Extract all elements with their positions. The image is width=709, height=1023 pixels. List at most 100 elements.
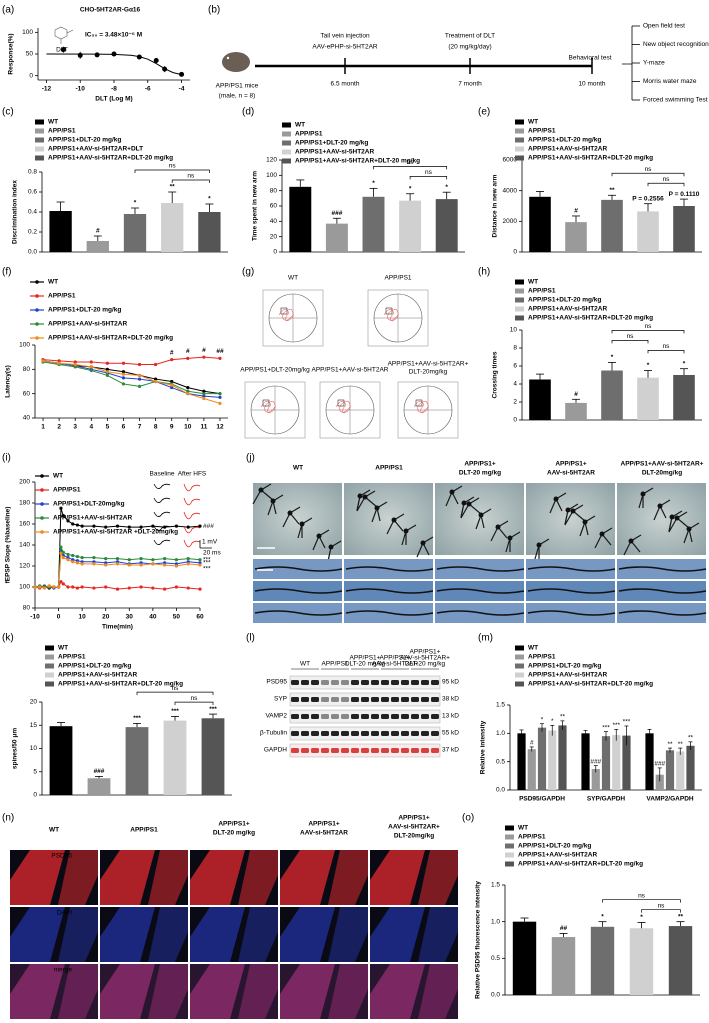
legend-label: WT: [53, 473, 63, 480]
bar: [637, 377, 659, 420]
y-tick-label: 1.0: [496, 730, 505, 737]
marker: [127, 525, 131, 529]
tissue-edge: [418, 850, 458, 905]
bar: [123, 214, 147, 252]
marker: [47, 584, 51, 588]
bar: [86, 241, 109, 252]
inset-label: Baseline: [150, 471, 175, 478]
maze-label: APP/PS1+DLT-20mg/kg: [240, 367, 310, 374]
panel-label: (n): [2, 813, 14, 824]
legend-label: APP/PS1+AAV-si-5HT2AR: [48, 321, 127, 328]
blot-band: [331, 714, 339, 719]
y-tick-label: 50: [26, 51, 34, 58]
marker: [115, 557, 120, 561]
significance-label: P = 0.2556: [632, 195, 664, 202]
y-tick-label: 10: [30, 745, 38, 752]
point: [179, 71, 185, 77]
legend-label: APP/PS1+DLT-20mg/kg: [53, 501, 125, 508]
marker: [186, 525, 190, 529]
marker: [75, 554, 80, 559]
y-tick-label: 40: [270, 218, 278, 225]
significance-label: *: [541, 716, 544, 723]
maze-platform: [262, 399, 270, 407]
legend-swatch: [515, 645, 524, 651]
marker: [80, 562, 84, 566]
bracket: [602, 899, 681, 903]
y-tick-label: 80: [23, 605, 31, 612]
mouse-icon: [222, 52, 250, 72]
test-bracket: [622, 26, 633, 100]
y-axis-label: Latency(s): [5, 365, 12, 398]
bar: [87, 778, 111, 795]
x-tick-label: 60: [196, 614, 204, 621]
blot-band: [401, 680, 409, 685]
tissue: [100, 907, 155, 962]
soma: [674, 515, 680, 521]
significance-label: **: [688, 735, 694, 742]
legend-label: APP/PS1: [48, 128, 76, 135]
x-axis-label: DLT (Log M): [95, 96, 132, 103]
legend-label: APP/PS1+AAV-si-5HT2AR +DLT-20mg/kg: [53, 529, 178, 536]
marker: [115, 587, 120, 591]
marker: [170, 383, 174, 387]
maze-quadrants: [374, 294, 422, 342]
legend-label: APP/PS1+AAV-si-5HT2AR: [528, 306, 607, 313]
blot-band: [351, 680, 359, 685]
significance-label: #: [96, 228, 100, 235]
marker: [121, 372, 126, 376]
y-axis-label: Distance in new arm: [492, 174, 499, 237]
marker: [89, 365, 93, 369]
panel-label: (h): [478, 267, 490, 278]
x-tick-label: 2: [57, 424, 61, 431]
bracket: [647, 350, 685, 354]
legend-label: WT: [48, 119, 58, 126]
significance-label: *: [409, 185, 412, 192]
significance-label: #: [574, 208, 578, 215]
blot-band: [361, 714, 369, 719]
legend-label: APP/PS1: [528, 654, 556, 661]
soma: [582, 519, 588, 525]
marker: [71, 522, 75, 526]
significance-label: ##: [560, 925, 568, 932]
group-label: AAV-si-5HT2AR: [372, 661, 418, 668]
legend-swatch: [515, 288, 524, 294]
legend-swatch: [505, 852, 514, 858]
bracket-label: ns: [658, 902, 666, 909]
marker: [73, 362, 77, 367]
y-tick-label: 15: [30, 722, 38, 729]
tissue: [100, 964, 155, 1019]
blot-band: [341, 680, 349, 685]
panel-label: (o): [462, 813, 474, 824]
point: [111, 51, 117, 57]
y-tick-label: 180: [19, 500, 30, 507]
y-tick-label: 0.0: [491, 992, 500, 999]
legend-label: WT: [528, 119, 538, 126]
marker: [66, 552, 70, 557]
blot-band: [391, 748, 399, 753]
bracket: [373, 166, 448, 170]
legend-swatch: [282, 140, 291, 146]
soma: [628, 538, 634, 544]
legend-label: APP/PS1+AAV-si-5HT2AR: [528, 672, 607, 679]
bar: [399, 200, 422, 252]
panel-label: (b): [208, 5, 220, 16]
blot-band: [421, 748, 429, 753]
significance-label: P = 0.1110: [669, 191, 700, 198]
column-header: APP/PS1+: [555, 461, 586, 468]
y-tick-label: 100: [19, 342, 30, 349]
y-tick-label: 160: [19, 521, 30, 528]
significance-label: **: [609, 187, 615, 194]
bar: [655, 774, 664, 790]
y-axis-label: fEPSP Slope (%baseline): [5, 507, 12, 584]
bar: [548, 730, 557, 790]
x-tick-label: 10: [79, 614, 87, 621]
legend-label: WT: [58, 645, 68, 652]
blot-band: [341, 731, 349, 736]
y-tick-label: 100: [22, 29, 33, 36]
test-label: Open field test: [643, 23, 685, 30]
after-trace: [183, 497, 201, 506]
legend-swatch: [45, 681, 54, 687]
maze-platform: [337, 399, 345, 407]
soma: [565, 507, 571, 513]
significance-label: #: [530, 740, 534, 747]
